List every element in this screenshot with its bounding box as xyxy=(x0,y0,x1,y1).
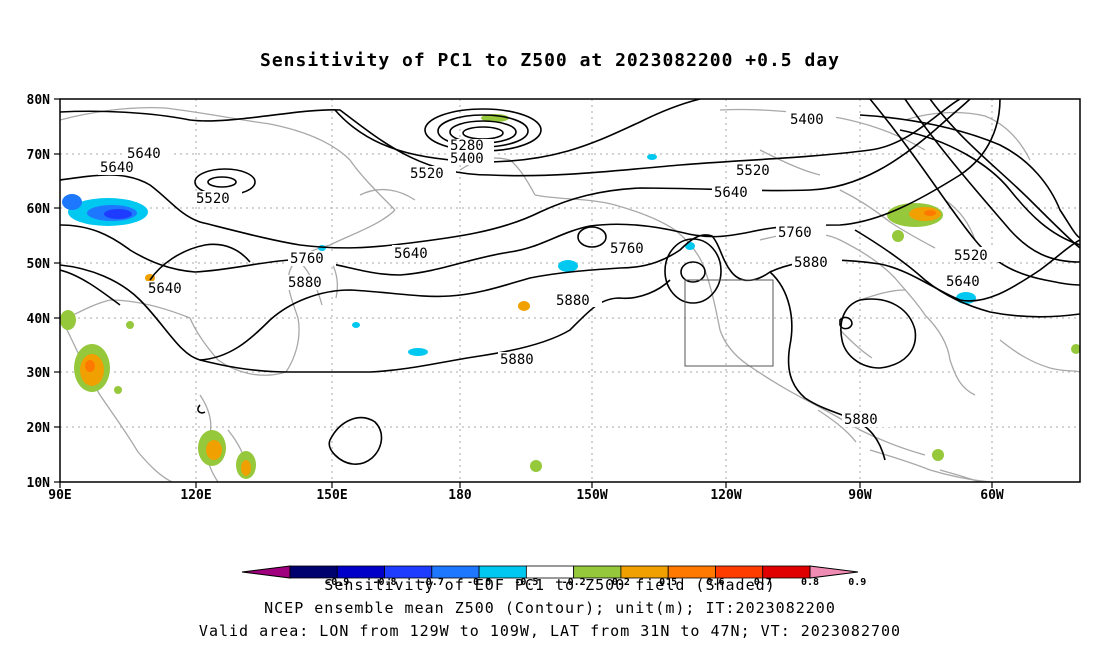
lon-label: 90E xyxy=(48,488,71,503)
colorbar-tick-label: -0.2 xyxy=(562,577,586,588)
contour-label: 5640 xyxy=(394,246,428,262)
lon-label: 120E xyxy=(180,488,211,503)
colorbar-tick-label: 0.7 xyxy=(754,577,772,588)
contour-label: 5640 xyxy=(127,146,161,162)
z500-contours xyxy=(60,99,1080,465)
contour-label: 5880 xyxy=(556,293,590,309)
colorbar-tick-label: -0.7 xyxy=(420,577,444,588)
axis-ticks xyxy=(54,98,993,488)
valid-area-box xyxy=(684,279,774,367)
contour-label: 5640 xyxy=(100,160,134,176)
contour-label: 5640 xyxy=(946,274,980,290)
lat-label: 20N xyxy=(27,421,51,436)
contour-label: 5880 xyxy=(844,412,878,428)
colorbar-tick-label: -0.6 xyxy=(467,577,491,588)
lat-label: 60N xyxy=(27,202,51,217)
contour-label: 5760 xyxy=(778,225,812,241)
caption-shading: Sensitivity of EOF PC1 to Z500 field (Sh… xyxy=(324,576,776,594)
caption-valid-area: Valid area: LON from 129W to 109W, LAT f… xyxy=(198,622,902,640)
contour-label: 5640 xyxy=(714,185,748,201)
contour-label: 5880 xyxy=(288,275,322,291)
lat-label: 80N xyxy=(27,93,51,108)
lon-label: 60W xyxy=(980,488,1004,503)
caption-contour: NCEP ensemble mean Z500 (Contour); unit(… xyxy=(264,599,836,617)
lon-label: 120W xyxy=(710,488,741,503)
contour-label: 5880 xyxy=(794,255,828,271)
plot-frame xyxy=(59,98,1081,483)
lat-label: 40N xyxy=(27,312,51,327)
colorbar: -0.9 -0.8 -0.7 -0.6 -0.5 -0.2 0.2 0.5 0.6 0.7 0.8 0… xyxy=(241,565,866,588)
colorbar-tick-label: 0.6 xyxy=(706,577,724,588)
lon-label: 90W xyxy=(848,488,872,503)
chart-title: Sensitivity of PC1 to Z500 at 2023082200… xyxy=(259,50,840,71)
map-gridlines xyxy=(60,99,1080,482)
colorbar-tick-label: 0.9 xyxy=(848,577,866,588)
lon-label: 180 xyxy=(448,488,472,503)
contour-label: 5640 xyxy=(148,281,182,297)
lon-label: 150E xyxy=(316,488,347,503)
lat-label: 10N xyxy=(27,476,51,491)
colorbar-tick-label: 0.5 xyxy=(659,577,677,588)
colorbar-arrow-right xyxy=(809,565,859,579)
colorbar-tick-label: -0.9 xyxy=(325,577,349,588)
contour-label: 5760 xyxy=(290,251,324,267)
colorbar-tick-label: -0.8 xyxy=(372,577,396,588)
contour-label: 5880 xyxy=(500,352,534,368)
colorbar-tick-label: 0.8 xyxy=(801,577,819,588)
contour-label: 5760 xyxy=(610,241,644,257)
lat-label: 30N xyxy=(27,366,51,381)
contour-label: 5520 xyxy=(954,248,988,264)
colorbar-tick-label: -0.5 xyxy=(514,577,538,588)
contour-label: 5520 xyxy=(736,163,770,179)
contour-label: 5400 xyxy=(790,112,824,128)
contour-label: 5280 xyxy=(450,138,484,154)
contour-label: 5520 xyxy=(410,166,444,182)
lat-label: 70N xyxy=(27,148,51,163)
lat-label: 50N xyxy=(27,257,51,272)
contour-label: 5520 xyxy=(196,191,230,207)
colorbar-tick-label: 0.2 xyxy=(612,577,630,588)
sensitivity-shading xyxy=(60,114,1080,479)
contour-label: 5400 xyxy=(450,151,484,167)
contour-labels: 5280 5400 5520 5520 5400 5520 5520 5640 … xyxy=(98,110,1002,428)
lon-label: 150W xyxy=(576,488,607,503)
